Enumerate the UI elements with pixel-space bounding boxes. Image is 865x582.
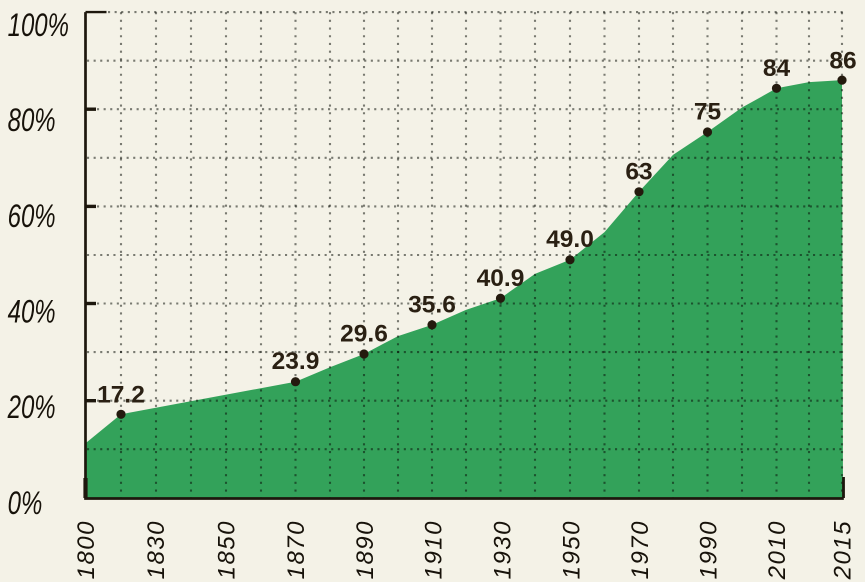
svg-text:1930: 1930 <box>490 520 517 579</box>
svg-text:49.0: 49.0 <box>546 226 594 253</box>
svg-text:35.6: 35.6 <box>408 292 456 319</box>
svg-text:2015: 2015 <box>829 520 856 580</box>
svg-text:20%: 20% <box>7 389 56 425</box>
svg-text:84: 84 <box>763 55 791 82</box>
svg-text:100%: 100% <box>8 6 69 42</box>
svg-text:1990: 1990 <box>696 520 723 579</box>
svg-text:40.9: 40.9 <box>477 265 525 292</box>
svg-text:1910: 1910 <box>421 520 448 579</box>
svg-text:2010: 2010 <box>764 520 791 580</box>
svg-text:75: 75 <box>694 99 721 126</box>
svg-text:1890: 1890 <box>352 520 379 579</box>
svg-text:86: 86 <box>829 48 856 75</box>
svg-text:29.6: 29.6 <box>340 321 388 348</box>
svg-text:40%: 40% <box>8 293 56 329</box>
svg-text:60%: 60% <box>8 197 56 233</box>
svg-text:1850: 1850 <box>214 520 241 579</box>
svg-text:63: 63 <box>625 159 652 186</box>
svg-text:1950: 1950 <box>559 520 586 579</box>
svg-text:1870: 1870 <box>283 520 310 579</box>
svg-text:80%: 80% <box>8 102 56 138</box>
svg-text:1800: 1800 <box>73 520 100 579</box>
svg-text:1970: 1970 <box>627 520 654 579</box>
svg-text:17.2: 17.2 <box>97 382 145 409</box>
svg-text:1830: 1830 <box>143 520 170 579</box>
svg-text:0%: 0% <box>8 485 43 521</box>
svg-text:23.9: 23.9 <box>272 348 320 375</box>
